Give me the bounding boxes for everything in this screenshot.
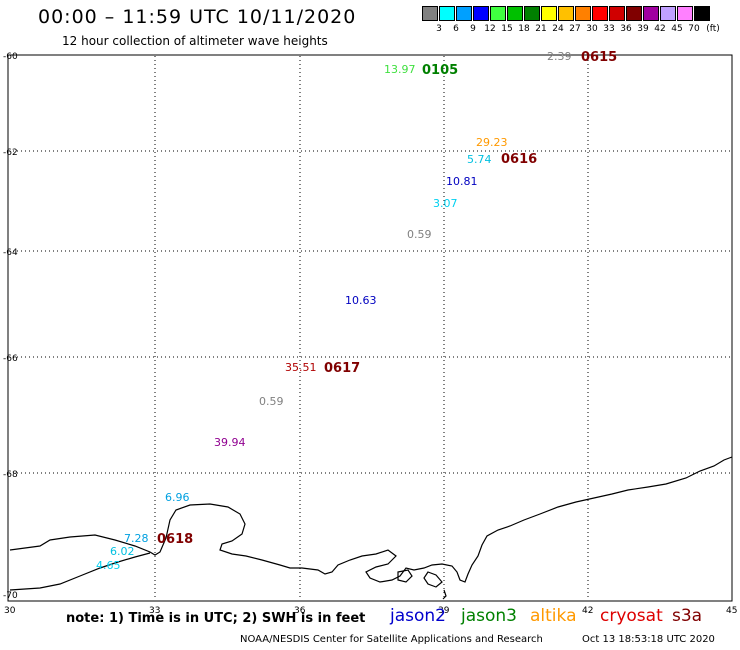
lat-label: -62 bbox=[3, 148, 18, 158]
wave-height-value: 7.28 bbox=[124, 532, 149, 545]
legend-swatch bbox=[541, 6, 557, 21]
wave-height-value: 29.23 bbox=[476, 136, 508, 149]
legend-swatch bbox=[694, 6, 710, 21]
wave-height-value: 5.74 bbox=[467, 153, 492, 166]
lon-label: 42 bbox=[582, 606, 593, 616]
lat-label: -70 bbox=[3, 591, 18, 601]
legend-swatch bbox=[592, 6, 608, 21]
wave-height-value: 0.59 bbox=[407, 228, 432, 241]
latitude-labels: -60 -62 -64 -66 -68 -70 bbox=[3, 52, 18, 601]
legend-swatch bbox=[507, 6, 523, 21]
lon-label: 36 bbox=[294, 606, 306, 616]
legend-swatch bbox=[609, 6, 625, 21]
wave-height-value: 6.96 bbox=[165, 491, 190, 504]
lon-label: 30 bbox=[4, 606, 16, 616]
coastline-main bbox=[9, 456, 733, 583]
wave-height-value: 10.81 bbox=[446, 175, 478, 188]
legend-swatch bbox=[422, 6, 438, 21]
legend-swatch bbox=[660, 6, 676, 21]
satellite-jason3: jason3 bbox=[461, 606, 517, 626]
lat-label: -66 bbox=[3, 354, 18, 364]
lat-label: -64 bbox=[3, 248, 18, 258]
legend-swatch bbox=[643, 6, 659, 21]
coastline-bay bbox=[9, 552, 151, 591]
legend-swatch bbox=[558, 6, 574, 21]
wave-height-value: 35.51 bbox=[285, 361, 317, 374]
pass-time-label: 0617 bbox=[324, 361, 360, 376]
legend-label: 6 bbox=[453, 24, 459, 34]
legend-label: 18 bbox=[518, 24, 530, 34]
credit-text: NOAA/NESDIS Center for Satellite Applica… bbox=[240, 634, 543, 645]
longitude-labels: 30 33 36 39 42 45 bbox=[4, 606, 737, 616]
wave-height-value: 2.39 bbox=[547, 50, 572, 63]
legend-swatch bbox=[677, 6, 693, 21]
wave-height-value: 13.97 bbox=[384, 63, 416, 76]
generated-timestamp: Oct 13 18:53:18 UTC 2020 bbox=[582, 634, 715, 645]
legend-label: 24 bbox=[552, 24, 564, 34]
legend-swatch bbox=[456, 6, 472, 21]
legend-label: 45 bbox=[671, 24, 683, 34]
pass-time-label: 0615 bbox=[581, 50, 617, 65]
pass-time-label: 0616 bbox=[501, 152, 537, 167]
map-title: 00:00 – 11:59 UTC 10/11/2020 bbox=[38, 6, 357, 28]
legend-label: 3 bbox=[436, 24, 442, 34]
legend-swatch bbox=[626, 6, 642, 21]
lon-label: 33 bbox=[149, 606, 160, 616]
wave-height-value: 0.59 bbox=[259, 395, 284, 408]
map-subtitle: 12 hour collection of altimeter wave hei… bbox=[62, 34, 328, 48]
legend-label: 30 bbox=[586, 24, 598, 34]
legend-swatch bbox=[524, 6, 540, 21]
legend-label: 9 bbox=[470, 24, 476, 34]
lat-label: -60 bbox=[3, 52, 18, 62]
map-frame bbox=[7, 54, 733, 602]
legend-swatch bbox=[473, 6, 489, 21]
wave-height-observations: 13.97 2.39 29.23 5.74 10.81 3.07 0.59 10… bbox=[96, 50, 572, 572]
lat-label: -68 bbox=[3, 470, 18, 480]
footer-note: note: 1) Time is in UTC; 2) SWH is in fe… bbox=[66, 611, 366, 626]
legend-label: 12 bbox=[484, 24, 496, 34]
legend-swatch bbox=[575, 6, 591, 21]
satellite-cryosat: cryosat bbox=[600, 606, 663, 626]
satellite-s3a: s3a bbox=[672, 606, 703, 626]
pass-time-label: 0105 bbox=[422, 63, 458, 78]
satellite-altika: altika bbox=[530, 606, 577, 626]
wave-height-value: 6.02 bbox=[110, 545, 135, 558]
coastline-inlet bbox=[442, 589, 447, 600]
legend-label: 36 bbox=[620, 24, 632, 34]
legend-label: 15 bbox=[501, 24, 513, 34]
wave-height-legend: 3 6 9 12 15 18 21 24 27 30 33 36 39 42 45 70 (ft) bbox=[420, 4, 730, 38]
legend-label: 21 bbox=[535, 24, 547, 34]
graticule bbox=[9, 56, 731, 600]
lon-label: 45 bbox=[726, 606, 737, 616]
wave-height-value: 4.65 bbox=[96, 559, 121, 572]
legend-unit: (ft) bbox=[706, 24, 720, 34]
legend-swatch bbox=[439, 6, 455, 21]
antarctic-coastline bbox=[9, 456, 733, 600]
pass-time-label: 0618 bbox=[157, 532, 193, 547]
legend-label: 27 bbox=[569, 24, 581, 34]
legend-label: 70 bbox=[688, 24, 700, 34]
pass-time-labels: 0105 0615 0616 0617 0618 bbox=[157, 50, 617, 547]
wave-height-value: 10.63 bbox=[345, 294, 377, 307]
coastline-island bbox=[397, 569, 413, 583]
wave-height-value: 3.07 bbox=[433, 197, 458, 210]
coastline-island bbox=[423, 571, 443, 588]
lon-label: 39 bbox=[438, 606, 450, 616]
legend-swatch bbox=[490, 6, 506, 21]
legend-label: 33 bbox=[603, 24, 615, 34]
wave-height-value: 39.94 bbox=[214, 436, 246, 449]
legend-label: 39 bbox=[637, 24, 649, 34]
satellite-jason2: jason2 bbox=[390, 606, 446, 626]
legend-label: 42 bbox=[654, 24, 666, 34]
